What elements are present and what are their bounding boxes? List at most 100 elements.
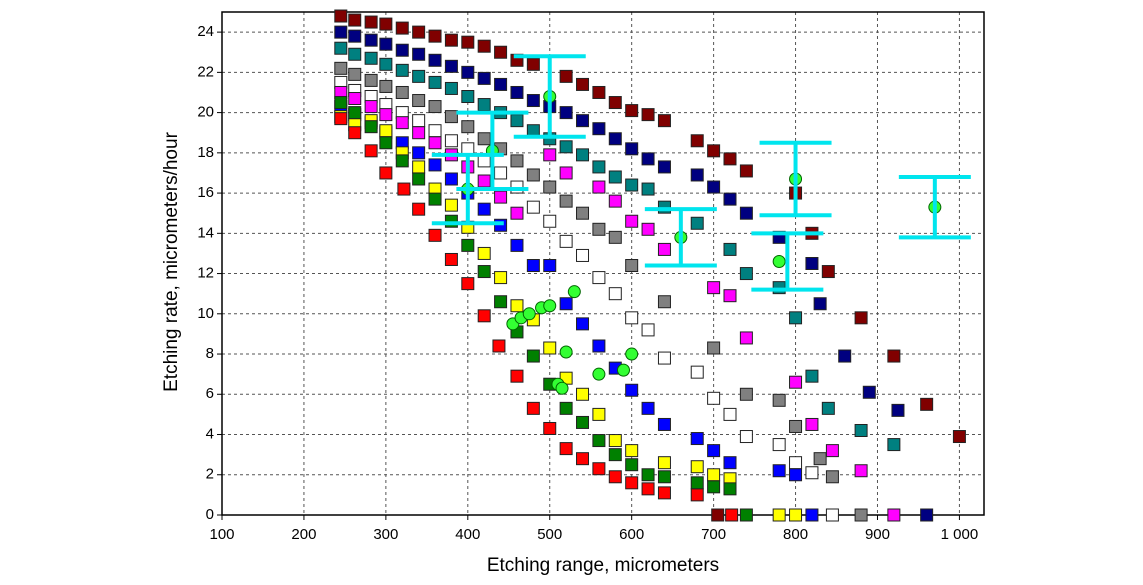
point <box>412 146 426 160</box>
point <box>348 126 362 140</box>
y-tick-label: 4 <box>206 425 214 442</box>
point <box>428 158 442 172</box>
x-tick-label: 400 <box>455 526 480 543</box>
error-bar <box>898 174 971 240</box>
point <box>592 180 606 194</box>
point <box>510 154 524 168</box>
point <box>461 35 475 49</box>
point <box>543 341 557 355</box>
point <box>838 349 852 363</box>
point <box>625 347 639 361</box>
point <box>739 164 753 178</box>
point <box>559 401 573 415</box>
point <box>723 242 737 256</box>
point <box>461 65 475 79</box>
point <box>348 47 362 61</box>
point <box>412 114 426 128</box>
point <box>625 142 639 156</box>
point <box>494 190 508 204</box>
point <box>707 391 721 405</box>
point <box>690 365 704 379</box>
point <box>461 277 475 291</box>
point <box>723 152 737 166</box>
point <box>813 452 827 466</box>
point <box>348 13 362 27</box>
y-tick-label: 10 <box>197 305 214 322</box>
point <box>559 442 573 456</box>
point <box>821 401 835 415</box>
point <box>412 94 426 108</box>
point <box>559 140 573 154</box>
point <box>494 295 508 309</box>
point <box>608 287 622 301</box>
point <box>334 41 348 55</box>
point <box>805 508 819 522</box>
point <box>789 375 803 389</box>
point <box>625 178 639 192</box>
point <box>477 202 491 216</box>
point <box>412 160 426 174</box>
point <box>608 230 622 244</box>
point <box>348 67 362 81</box>
x-tick-label: 100 <box>209 526 234 543</box>
point <box>576 77 590 91</box>
point <box>379 79 393 93</box>
point <box>707 180 721 194</box>
point <box>641 482 655 496</box>
point <box>510 114 524 128</box>
point <box>379 17 393 31</box>
point <box>395 43 409 57</box>
point <box>739 331 753 345</box>
point <box>444 252 458 266</box>
point <box>522 307 536 321</box>
point <box>444 172 458 186</box>
point <box>412 172 426 186</box>
point <box>657 160 671 174</box>
plot-frame <box>221 11 985 516</box>
point <box>690 432 704 446</box>
point <box>395 116 409 130</box>
point <box>625 444 639 458</box>
point <box>444 214 458 228</box>
point <box>444 33 458 47</box>
point <box>428 53 442 67</box>
point <box>576 248 590 262</box>
point <box>854 508 868 522</box>
point <box>428 192 442 206</box>
point <box>887 438 901 452</box>
point <box>428 100 442 114</box>
point <box>477 174 491 188</box>
point <box>576 114 590 128</box>
point <box>395 21 409 35</box>
x-axis-label: Etching range, micrometers <box>487 555 719 576</box>
point <box>543 180 557 194</box>
point <box>625 458 639 472</box>
point <box>412 126 426 140</box>
point <box>723 407 737 421</box>
point <box>348 29 362 43</box>
point <box>805 369 819 383</box>
point <box>789 456 803 470</box>
point <box>887 508 901 522</box>
point <box>592 407 606 421</box>
error-bar <box>456 110 529 192</box>
point <box>805 417 819 431</box>
point <box>813 297 827 311</box>
point <box>412 25 426 39</box>
point <box>510 369 524 383</box>
point <box>592 462 606 476</box>
point <box>789 468 803 482</box>
point <box>526 401 540 415</box>
point <box>428 228 442 242</box>
point <box>625 259 639 273</box>
point <box>559 69 573 83</box>
point <box>920 397 934 411</box>
point <box>559 166 573 180</box>
point <box>567 285 581 299</box>
point <box>854 423 868 437</box>
point <box>364 144 378 158</box>
point <box>772 254 786 268</box>
point <box>625 311 639 325</box>
point <box>395 154 409 168</box>
